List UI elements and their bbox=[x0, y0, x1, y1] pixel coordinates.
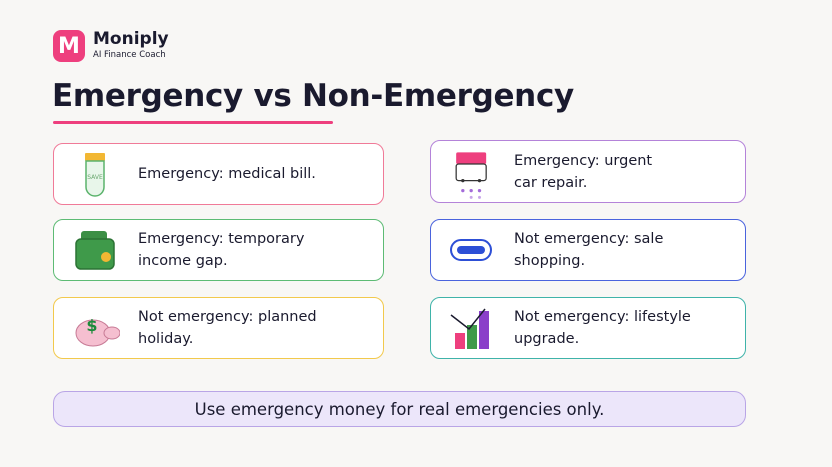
line: income gap. bbox=[138, 253, 228, 269]
card-text: Emergency: medical bill. bbox=[138, 163, 316, 185]
line: Not emergency: sale bbox=[514, 231, 664, 247]
card-text: Emergency: temporary income gap. bbox=[138, 228, 304, 272]
title-underline bbox=[53, 121, 333, 124]
title: Emergency vs Non-Emergency bbox=[52, 78, 574, 114]
wallet-icon bbox=[75, 231, 115, 270]
line: car repair. bbox=[514, 174, 588, 191]
line: upgrade. bbox=[514, 331, 580, 347]
line: Emergency: medical bill. bbox=[138, 166, 316, 182]
tag-icon bbox=[450, 239, 492, 261]
card: SAVE Emergency: medical bill. bbox=[53, 143, 384, 205]
line: Not emergency: planned bbox=[138, 309, 317, 325]
card: Emergency: urgent car repair. bbox=[430, 140, 746, 203]
card-text: Emergency: urgent car repair. bbox=[514, 150, 652, 194]
chart-icon bbox=[450, 308, 489, 349]
jar-label: SAVE bbox=[87, 174, 103, 181]
line: shopping. bbox=[514, 253, 586, 269]
card: Not emergency: lifestyle upgrade. bbox=[430, 297, 746, 359]
brand-name: Moniply bbox=[93, 29, 169, 49]
card: $ Not emergency: planned holiday. bbox=[53, 297, 384, 359]
card: Emergency: temporary income gap. bbox=[53, 219, 384, 281]
line: Emergency: temporary bbox=[138, 231, 305, 247]
logo: M bbox=[53, 30, 85, 62]
car-icon bbox=[455, 152, 487, 199]
jar-icon: SAVE bbox=[85, 153, 105, 197]
line: Emergency: urgent bbox=[514, 152, 653, 169]
line: Not emergency: lifestyle bbox=[514, 309, 691, 325]
card-text: Not emergency: planned holiday. bbox=[138, 306, 317, 350]
card: Not emergency: sale shopping. bbox=[430, 219, 746, 281]
brand-tagline: AI Finance Coach bbox=[93, 50, 166, 60]
piggy-icon: $ bbox=[75, 316, 120, 347]
footer-note: Use emergency money for real emergencies… bbox=[53, 391, 746, 427]
line: holiday. bbox=[138, 331, 194, 347]
card-text: Not emergency: lifestyle upgrade. bbox=[514, 306, 691, 350]
dollar-sign: $ bbox=[86, 316, 97, 335]
card-text: Not emergency: sale shopping. bbox=[514, 228, 663, 272]
